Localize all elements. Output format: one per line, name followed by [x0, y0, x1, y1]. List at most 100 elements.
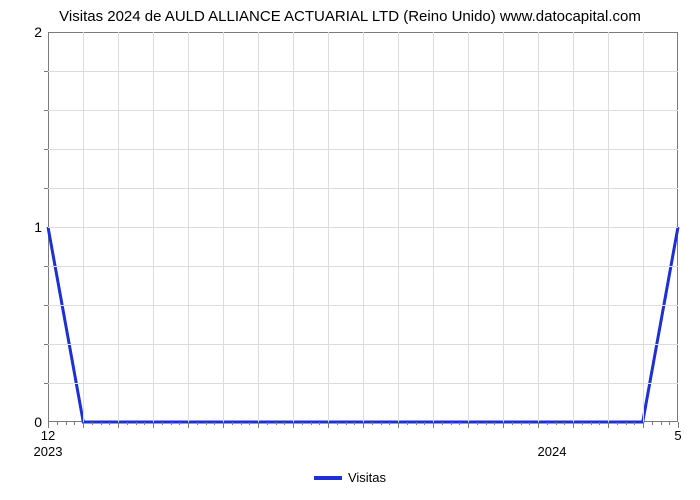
x-axis-minor-tick: [311, 422, 312, 425]
x-axis-minor-tick: [171, 422, 172, 425]
x-axis-minor-tick: [267, 422, 268, 425]
x-axis-minor-tick: [284, 422, 285, 425]
y-axis-minor-tick: [44, 266, 48, 267]
y-axis-minor-tick: [44, 149, 48, 150]
x-axis-minor-tick: [162, 422, 163, 425]
y-axis-minor-tick: [44, 71, 48, 72]
x-axis-minor-tick: [74, 422, 75, 425]
chart-container: Visitas 2024 de AULD ALLIANCE ACTUARIAL …: [0, 0, 700, 500]
x-axis-minor-tick: [626, 422, 627, 425]
x-axis-tick-label: 12: [41, 428, 55, 443]
x-axis-minor-tick: [529, 422, 530, 425]
x-axis-minor-tick: [556, 422, 557, 425]
gridline-vertical: [468, 32, 469, 422]
gridline-vertical: [223, 32, 224, 422]
x-axis-minor-tick: [407, 422, 408, 425]
y-axis-minor-tick: [44, 383, 48, 384]
x-axis-major-tick: [433, 422, 434, 428]
x-axis-major-tick: [118, 422, 119, 428]
y-axis-minor-tick: [44, 110, 48, 111]
x-axis-minor-tick: [451, 422, 452, 425]
x-axis-minor-tick: [109, 422, 110, 425]
x-axis-minor-tick: [459, 422, 460, 425]
x-axis-minor-tick: [416, 422, 417, 425]
x-axis-minor-tick: [564, 422, 565, 425]
x-axis-minor-tick: [591, 422, 592, 425]
x-axis-minor-tick: [354, 422, 355, 425]
x-axis-minor-tick: [547, 422, 548, 425]
x-axis-major-tick: [153, 422, 154, 428]
x-axis-minor-tick: [582, 422, 583, 425]
x-axis-minor-tick: [249, 422, 250, 425]
x-axis-minor-tick: [57, 422, 58, 425]
x-axis-minor-tick: [424, 422, 425, 425]
gridline-vertical: [188, 32, 189, 422]
x-axis-minor-tick: [346, 422, 347, 425]
x-axis-minor-tick: [127, 422, 128, 425]
x-axis-minor-tick: [617, 422, 618, 425]
gridline-vertical: [293, 32, 294, 422]
legend-swatch: [314, 476, 342, 480]
x-axis-major-tick: [293, 422, 294, 428]
legend: Visitas: [0, 470, 700, 485]
x-axis-major-tick: [538, 422, 539, 428]
x-axis-minor-tick: [136, 422, 137, 425]
x-axis-minor-tick: [512, 422, 513, 425]
gridline-vertical: [503, 32, 504, 422]
x-axis-minor-tick: [144, 422, 145, 425]
x-axis-minor-tick: [634, 422, 635, 425]
x-axis-minor-tick: [337, 422, 338, 425]
y-axis-minor-tick: [44, 344, 48, 345]
x-axis-minor-tick: [521, 422, 522, 425]
x-axis-minor-tick: [232, 422, 233, 425]
x-axis-major-tick: [328, 422, 329, 428]
x-axis-major-tick: [608, 422, 609, 428]
x-axis-minor-tick: [494, 422, 495, 425]
x-axis-minor-tick: [599, 422, 600, 425]
x-axis-minor-tick: [101, 422, 102, 425]
legend-label: Visitas: [348, 470, 386, 485]
x-axis-minor-tick: [197, 422, 198, 425]
chart-title: Visitas 2024 de AULD ALLIANCE ACTUARIAL …: [0, 8, 700, 25]
gridline-vertical: [118, 32, 119, 422]
x-axis-minor-tick: [381, 422, 382, 425]
gridline-vertical: [83, 32, 84, 422]
x-axis-minor-tick: [669, 422, 670, 425]
x-axis-major-tick: [83, 422, 84, 428]
x-axis-minor-tick: [214, 422, 215, 425]
x-axis-minor-tick: [319, 422, 320, 425]
gridline-vertical: [538, 32, 539, 422]
y-axis-tick-label: 1: [34, 219, 42, 235]
x-axis-minor-tick: [372, 422, 373, 425]
x-axis-minor-tick: [442, 422, 443, 425]
plot-area: 01212520232024: [48, 32, 678, 422]
gridline-vertical: [573, 32, 574, 422]
x-axis-minor-tick: [486, 422, 487, 425]
x-axis-minor-tick: [477, 422, 478, 425]
x-axis-tick-label: 5: [674, 428, 681, 443]
y-axis-minor-tick: [44, 188, 48, 189]
gridline-vertical: [643, 32, 644, 422]
x-axis-major-tick: [363, 422, 364, 428]
gridline-vertical: [258, 32, 259, 422]
x-axis-major-tick: [503, 422, 504, 428]
gridline-vertical: [153, 32, 154, 422]
x-axis-major-tick: [223, 422, 224, 428]
x-axis-minor-tick: [66, 422, 67, 425]
x-axis-minor-tick: [389, 422, 390, 425]
x-axis-minor-tick: [661, 422, 662, 425]
x-axis-year-label: 2023: [34, 444, 63, 459]
gridline-vertical: [398, 32, 399, 422]
gridline-vertical: [328, 32, 329, 422]
x-axis-minor-tick: [179, 422, 180, 425]
x-axis-minor-tick: [302, 422, 303, 425]
x-axis-major-tick: [643, 422, 644, 428]
y-axis-minor-tick: [44, 305, 48, 306]
x-axis-major-tick: [468, 422, 469, 428]
gridline-vertical: [433, 32, 434, 422]
x-axis-minor-tick: [92, 422, 93, 425]
x-axis-minor-tick: [241, 422, 242, 425]
x-axis-major-tick: [398, 422, 399, 428]
gridline-vertical: [608, 32, 609, 422]
x-axis-major-tick: [258, 422, 259, 428]
